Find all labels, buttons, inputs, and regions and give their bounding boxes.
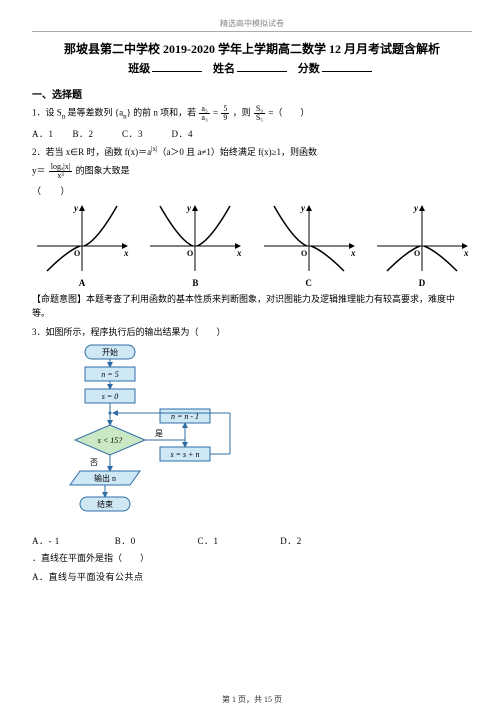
q1-eq: =	[213, 108, 218, 118]
question-2b: y＝ logₐ|x|x³ 的图象大致是	[32, 163, 472, 180]
graph-a: x y O A	[32, 201, 132, 288]
q4-options: A．直线与平面没有公共点	[32, 570, 472, 583]
q3-opt-d: D．2	[280, 534, 360, 547]
q2-text: 2．若当 x∈R 时，函数 f(x)＝a	[32, 147, 151, 157]
svg-text:否: 否	[90, 458, 98, 467]
q1-frac3: S₉S₅	[254, 105, 265, 122]
svg-text:x: x	[123, 248, 129, 258]
graph-c-label: C	[259, 278, 359, 288]
q1-paren: =（ ）	[268, 108, 309, 118]
q1-frac2: 59	[221, 105, 229, 122]
graph-a-label: A	[32, 278, 132, 288]
class-label: 班级	[128, 63, 150, 75]
svg-text:s = s + n: s = s + n	[170, 450, 199, 459]
svg-text:x: x	[350, 248, 356, 258]
q1-text: } 的前 n 项和，若	[127, 108, 197, 118]
q1-frac1: a₅a₃	[199, 105, 209, 122]
q1-options: A．1 B．2 C．3 D．4	[32, 127, 472, 140]
svg-text:y: y	[186, 203, 192, 213]
graph-b-svg: x y O	[145, 201, 245, 276]
question-1: 1．设 Sn 是等差数列 {an} 的前 n 项和，若 a₅a₃ = 59 ，则…	[32, 105, 472, 123]
question-3: 3．如图所示，程序执行后的输出结果为（ ）	[32, 325, 472, 339]
svg-text:x: x	[236, 248, 242, 258]
graphs-row: x y O A x y O B x y O C	[32, 201, 472, 288]
q3-options: A．- 1 B．0 C．1 D．2	[32, 534, 472, 547]
q3-opt-b: B．0	[115, 534, 195, 547]
q1-text: 1．设 S	[32, 108, 62, 118]
graph-d-label: D	[372, 278, 472, 288]
svg-text:s < 15?: s < 15?	[98, 436, 123, 445]
q2-text: 的图象大致是	[76, 166, 130, 176]
svg-text:O: O	[74, 249, 80, 258]
exam-title: 那坡县第二中学校 2019-2020 学年上学期高二数学 12 月月考试题含解析	[32, 40, 472, 58]
svg-text:y: y	[413, 203, 419, 213]
graph-b-label: B	[145, 278, 245, 288]
svg-text:x: x	[463, 248, 469, 258]
q1-text: 是等差数列 {a	[65, 108, 123, 118]
graph-c-svg: x y O	[259, 201, 359, 276]
score-label: 分数	[298, 63, 320, 75]
q2-paren: （ ）	[32, 184, 472, 197]
svg-text:O: O	[414, 249, 420, 258]
graph-d: x y O D	[372, 201, 472, 288]
q2-text: （a＞0 且 a≠1）始终满足 f(x)≥1，则函数	[157, 147, 317, 157]
svg-text:s = 0: s = 0	[102, 392, 119, 401]
q3-opt-a: A．- 1	[32, 534, 112, 547]
q2-text: y＝	[32, 166, 46, 176]
svg-text:y: y	[300, 203, 306, 213]
svg-text:输出 n: 输出 n	[94, 473, 116, 483]
svg-text:n = 5: n = 5	[101, 370, 118, 379]
flowchart-svg: 开始 n = 5 s = 0 s < 15? 是 n = n - 1 s = s…	[50, 343, 280, 528]
header-rule	[32, 31, 472, 32]
svg-text:结束: 结束	[97, 499, 113, 509]
note: 【命题意图】本题考查了利用函数的基本性质来判断图象，对识图能力及逻辑推理能力有较…	[32, 292, 472, 321]
page-footer: 第 1 页，共 15 页	[0, 694, 504, 705]
svg-text:O: O	[301, 249, 307, 258]
class-blank	[152, 62, 202, 72]
svg-text:y: y	[73, 203, 79, 213]
svg-text:开始: 开始	[102, 347, 118, 357]
graph-d-svg: x y O	[372, 201, 472, 276]
name-blank	[237, 62, 287, 72]
graph-b: x y O B	[145, 201, 245, 288]
section-heading: 一、选择题	[32, 86, 472, 101]
flowchart: 开始 n = 5 s = 0 s < 15? 是 n = n - 1 s = s…	[50, 343, 472, 530]
question-4: ．直线在平面外是指（ ）	[32, 551, 472, 565]
name-label: 姓名	[213, 63, 235, 75]
svg-text:是: 是	[155, 429, 163, 438]
info-line: 班级 姓名 分数	[32, 60, 472, 76]
q3-opt-c: C．1	[198, 534, 278, 547]
graph-c: x y O C	[259, 201, 359, 288]
score-blank	[322, 62, 372, 72]
q2-frac: logₐ|x|x³	[49, 163, 73, 180]
graph-a-svg: x y O	[32, 201, 132, 276]
q1-text: ，则	[233, 108, 251, 118]
question-2: 2．若当 x∈R 时，函数 f(x)＝a|x|（a＞0 且 a≠1）始终满足 f…	[32, 144, 472, 159]
svg-text:O: O	[187, 249, 193, 258]
page-header: 精选高中模拟试卷	[32, 18, 472, 29]
